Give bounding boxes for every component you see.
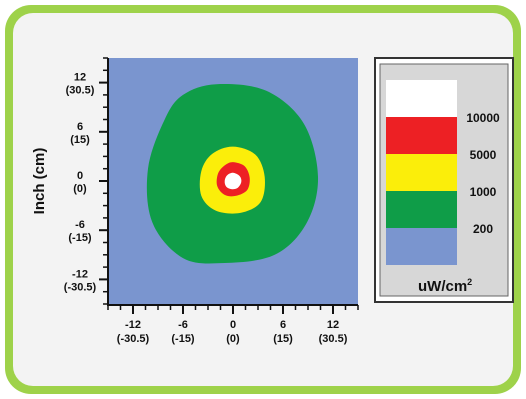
y-tick-label-cm: (-15)	[68, 232, 92, 244]
axis-layer: -12(-30.5)-6(-15)0(0)6(15)12(30.5)12(30.…	[64, 57, 359, 345]
y-tick-label-cm: (-30.5)	[64, 281, 97, 293]
y-tick-label-cm: (15)	[70, 134, 90, 146]
y-tick-label: -6	[75, 219, 85, 231]
y-tick-label: 0	[77, 170, 83, 182]
x-tick-label: 6	[280, 319, 286, 331]
contour-10000	[224, 172, 242, 190]
legend-unit-text: uW/cm	[418, 278, 467, 295]
x-tick-label: 0	[230, 319, 236, 331]
x-tick-label-cm: (0)	[226, 333, 240, 345]
legend-label: 1000	[470, 185, 497, 199]
y-tick-label-cm: (30.5)	[66, 85, 95, 97]
legend-unit-exponent: 2	[467, 277, 472, 287]
x-tick-label-cm: (-15)	[171, 333, 195, 345]
legend-swatch	[386, 117, 457, 154]
x-tick-label-cm: (15)	[273, 333, 293, 345]
legend-layer: 10000 5000 1000 200	[386, 80, 500, 265]
legend-label: 200	[473, 222, 493, 236]
y-axis-title: Inch (cm)	[31, 148, 48, 215]
legend-swatch	[386, 228, 457, 265]
x-tick-label: 12	[327, 319, 339, 331]
legend-label: 5000	[470, 148, 497, 162]
x-tick-label-cm: (-30.5)	[117, 333, 150, 345]
legend-label: 10000	[466, 111, 500, 125]
y-tick-label: -12	[72, 268, 88, 280]
legend-swatch	[386, 154, 457, 191]
y-tick-label: 12	[74, 72, 86, 84]
contour-layer	[146, 84, 319, 264]
y-tick-label: 6	[77, 121, 83, 133]
legend-swatch	[386, 80, 457, 117]
x-tick-label: -6	[178, 319, 188, 331]
x-tick-label: -12	[125, 319, 141, 331]
x-tick-label-cm: (30.5)	[319, 333, 348, 345]
legend-unit: uW/cm2	[418, 277, 472, 295]
legend-swatch	[386, 191, 457, 228]
y-tick-label-cm: (0)	[73, 183, 87, 195]
